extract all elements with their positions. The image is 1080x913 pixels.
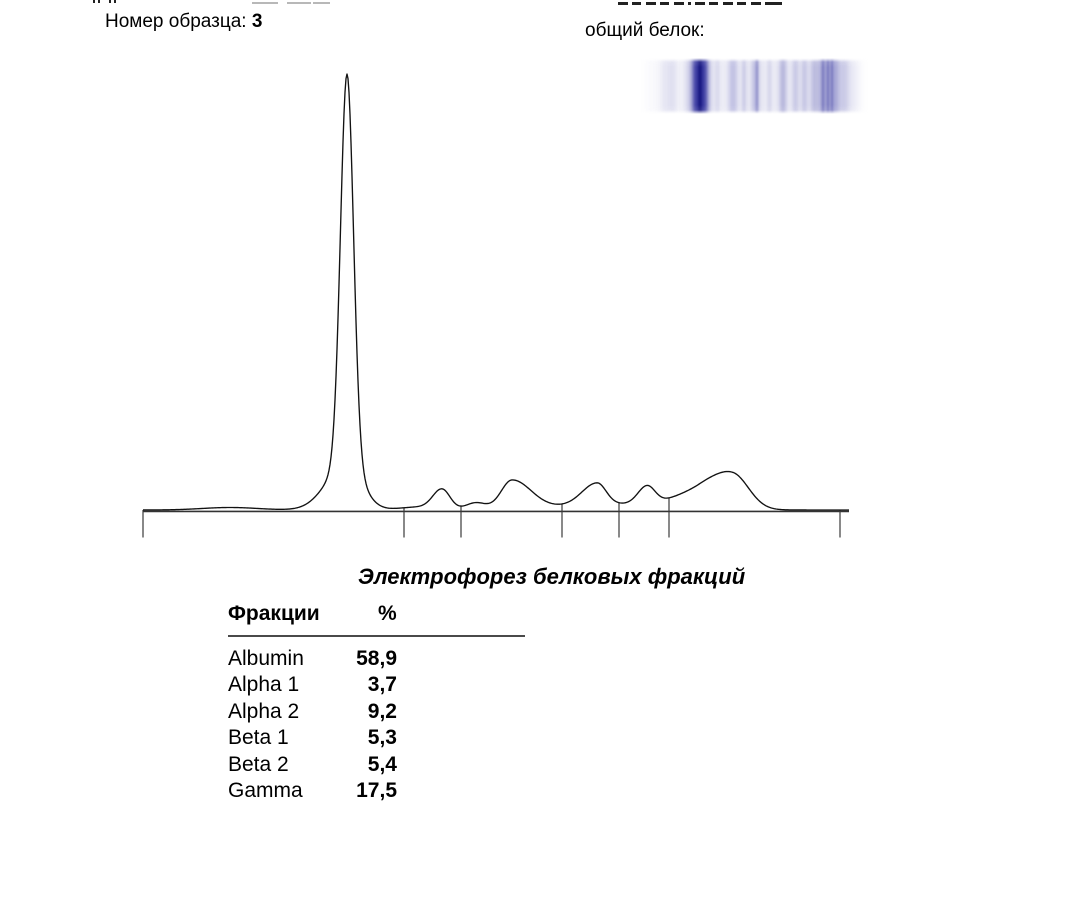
cutoff-text-fragment <box>660 2 669 5</box>
gel-band <box>729 58 737 114</box>
gel-electrophoresis-strip <box>640 54 868 118</box>
cutoff-text-fragment <box>674 2 684 5</box>
fraction-name: Beta 1 <box>228 726 289 750</box>
chart-title: Электрофорез белковых фракций <box>358 564 746 589</box>
gel-band <box>661 58 671 114</box>
gel-band <box>802 58 807 114</box>
cutoff-text-fragment <box>97 0 100 3</box>
cutoff-text-fragment <box>688 2 691 5</box>
sample-number-value: 3 <box>251 11 263 32</box>
gel-band <box>780 54 786 118</box>
fraction-value: 5,4 <box>367 752 397 776</box>
fraction-value: 17,5 <box>356 778 397 802</box>
cutoff-text-fragment <box>109 0 111 3</box>
cutoff-text-fragment <box>287 1 311 4</box>
cutoff-text-fragment <box>113 0 116 3</box>
cutoff-text-fragment <box>632 2 641 5</box>
gel-band <box>822 54 824 118</box>
gel-band <box>827 54 829 118</box>
gel-band <box>698 54 702 118</box>
table-row: Alpha 1 3,7 <box>228 672 528 698</box>
cutoff-text-fragment <box>695 2 705 5</box>
fraction-name: Gamma <box>228 778 303 802</box>
cutoff-text-fragment <box>765 2 774 5</box>
table-header-rule <box>228 635 525 637</box>
gel-band <box>839 58 848 114</box>
gel-band <box>811 58 818 114</box>
fraction-value: 5,3 <box>367 726 397 750</box>
fraction-value: 9,2 <box>367 699 397 723</box>
gel-band <box>670 58 676 114</box>
gel-band <box>793 58 798 114</box>
gel-band <box>835 58 839 114</box>
table-row: Beta 2 5,4 <box>228 752 528 778</box>
gel-band <box>742 58 746 114</box>
cutoff-text-fragment <box>772 2 782 5</box>
table-header-percent: % <box>378 602 397 625</box>
gel-band <box>768 58 771 114</box>
cutoff-text-fragment <box>646 2 656 5</box>
axis-ticks <box>142 497 841 538</box>
fraction-name: Beta 2 <box>228 752 289 776</box>
cutoff-text-fragment <box>709 2 718 5</box>
fraction-value: 3,7 <box>367 673 397 697</box>
cutoff-text-fragment <box>737 2 746 5</box>
table-row: Beta 1 5,3 <box>228 725 528 751</box>
gel-band <box>716 58 719 114</box>
sample-number-line: Номер образца: 3 <box>105 11 262 33</box>
cutoff-text-fragment <box>618 2 628 5</box>
cutoff-text-fragment <box>751 2 761 5</box>
densitometry-curve <box>143 73 849 511</box>
table-header-fractions: Фракции <box>228 602 320 625</box>
gel-band <box>831 54 833 118</box>
cutoff-text-fragment <box>723 2 733 5</box>
table-row: Alpha 2 9,2 <box>228 699 528 725</box>
table-row: Albumin 58,9 <box>228 646 528 672</box>
fraction-name: Alpha 2 <box>228 699 300 723</box>
gel-band <box>756 58 758 114</box>
fraction-name: Albumin <box>228 647 304 670</box>
cutoff-text-fragment <box>252 1 278 4</box>
fraction-value: 58,9 <box>356 647 397 670</box>
total-protein-label: общий белок: <box>585 20 705 41</box>
cutoff-text-fragment <box>93 0 95 3</box>
table-row: Gamma 17,5 <box>228 778 528 804</box>
table-header-row: Фракции % <box>228 601 528 627</box>
gel-band <box>752 58 759 114</box>
sample-number-label: Номер образца: <box>105 11 252 32</box>
fraction-name: Alpha 1 <box>228 673 300 697</box>
fractions-table: Albumin 58,9 Alpha 1 3,7 Alpha 2 9,2 Beta 1 5,3… <box>228 646 528 804</box>
cutoff-text-fragment <box>313 1 330 4</box>
gel-band <box>847 58 857 114</box>
